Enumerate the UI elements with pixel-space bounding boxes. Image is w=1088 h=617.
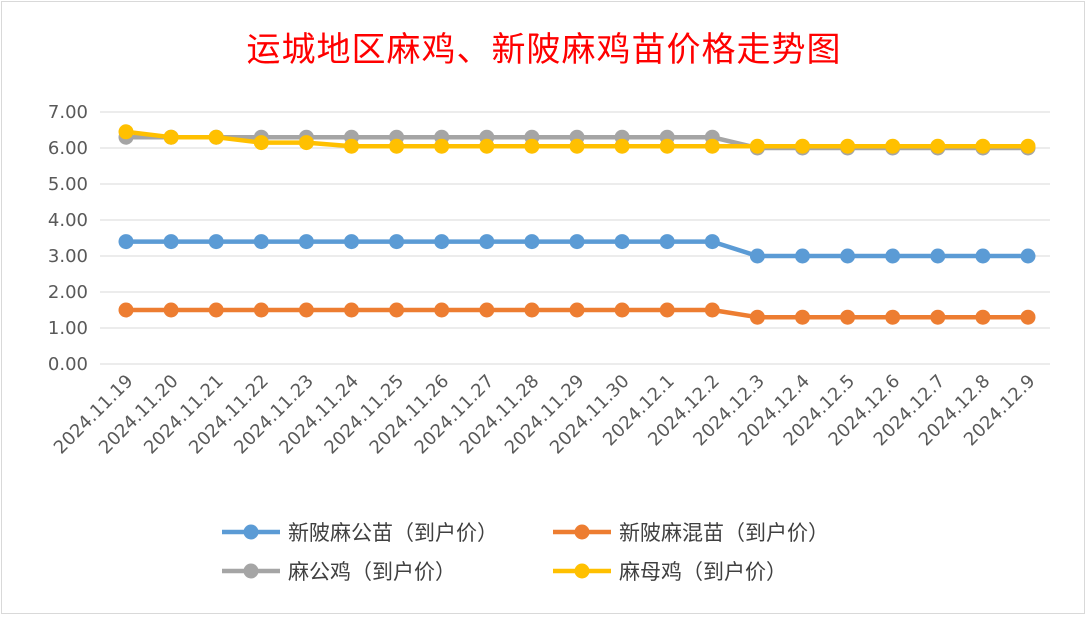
legend-swatch-marker [574, 563, 590, 579]
data-point [1020, 138, 1036, 154]
data-point [298, 234, 314, 250]
data-point [208, 129, 224, 145]
legend-swatch-marker [243, 524, 259, 540]
data-point [118, 234, 134, 250]
y-tick-label: 2.00 [48, 282, 88, 303]
data-point [253, 302, 269, 318]
legend-swatch-marker [574, 524, 590, 540]
data-point [1020, 248, 1036, 264]
legend-swatch-marker [243, 563, 259, 579]
data-point [163, 302, 179, 318]
y-tick-label: 3.00 [48, 246, 88, 267]
data-point [479, 302, 495, 318]
data-point [569, 302, 585, 318]
data-point [659, 138, 675, 154]
data-point [930, 138, 946, 154]
data-point [163, 234, 179, 250]
data-point [298, 135, 314, 151]
data-point [704, 302, 720, 318]
legend-label: 新陂麻公苗（到户价） [288, 521, 498, 545]
data-point [208, 234, 224, 250]
data-point [975, 248, 991, 264]
data-point [479, 234, 495, 250]
data-point [749, 248, 765, 264]
legend-label: 麻公鸡（到户价） [288, 560, 456, 584]
data-point [704, 138, 720, 154]
legend-label: 麻母鸡（到户价） [619, 560, 787, 584]
data-point [569, 138, 585, 154]
data-point [840, 248, 856, 264]
data-point [434, 302, 450, 318]
data-point [930, 248, 946, 264]
data-point [614, 302, 630, 318]
data-point [930, 309, 946, 325]
data-point [298, 302, 314, 318]
y-tick-label: 0.00 [48, 354, 88, 375]
data-point [344, 138, 359, 154]
data-point [795, 138, 810, 154]
y-tick-label: 5.00 [48, 174, 88, 195]
data-point [975, 138, 991, 154]
data-point [614, 234, 630, 250]
data-point [479, 138, 495, 154]
data-point [524, 138, 540, 154]
data-point [344, 302, 359, 318]
data-point [389, 138, 405, 154]
data-point [704, 234, 720, 250]
data-point [389, 302, 405, 318]
y-tick-label: 1.00 [48, 318, 88, 339]
data-point [885, 138, 901, 154]
data-point [749, 138, 765, 154]
data-point [885, 248, 901, 264]
data-point [840, 138, 856, 154]
data-point [389, 234, 405, 250]
data-point [614, 138, 630, 154]
data-point [434, 234, 450, 250]
data-point [749, 309, 765, 325]
legend-label: 新陂麻混苗（到户价） [619, 521, 829, 545]
data-point [569, 234, 585, 250]
data-point [795, 248, 810, 264]
data-point [434, 138, 450, 154]
data-point [253, 135, 269, 151]
data-point [208, 302, 224, 318]
data-point [659, 234, 675, 250]
data-point [524, 302, 540, 318]
y-tick-label: 7.00 [48, 102, 88, 123]
data-point [975, 309, 991, 325]
data-point [840, 309, 856, 325]
data-point [795, 309, 810, 325]
data-point [163, 129, 179, 145]
data-point [118, 302, 134, 318]
data-point [344, 234, 359, 250]
data-point [885, 309, 901, 325]
data-point [524, 234, 540, 250]
chart-title: 运城地区麻鸡、新陂麻鸡苗价格走势图 [246, 30, 842, 70]
data-point [118, 124, 134, 140]
data-point [253, 234, 269, 250]
y-tick-label: 4.00 [48, 210, 88, 231]
data-point [1020, 309, 1036, 325]
y-tick-label: 6.00 [48, 138, 88, 159]
data-point [659, 302, 675, 318]
